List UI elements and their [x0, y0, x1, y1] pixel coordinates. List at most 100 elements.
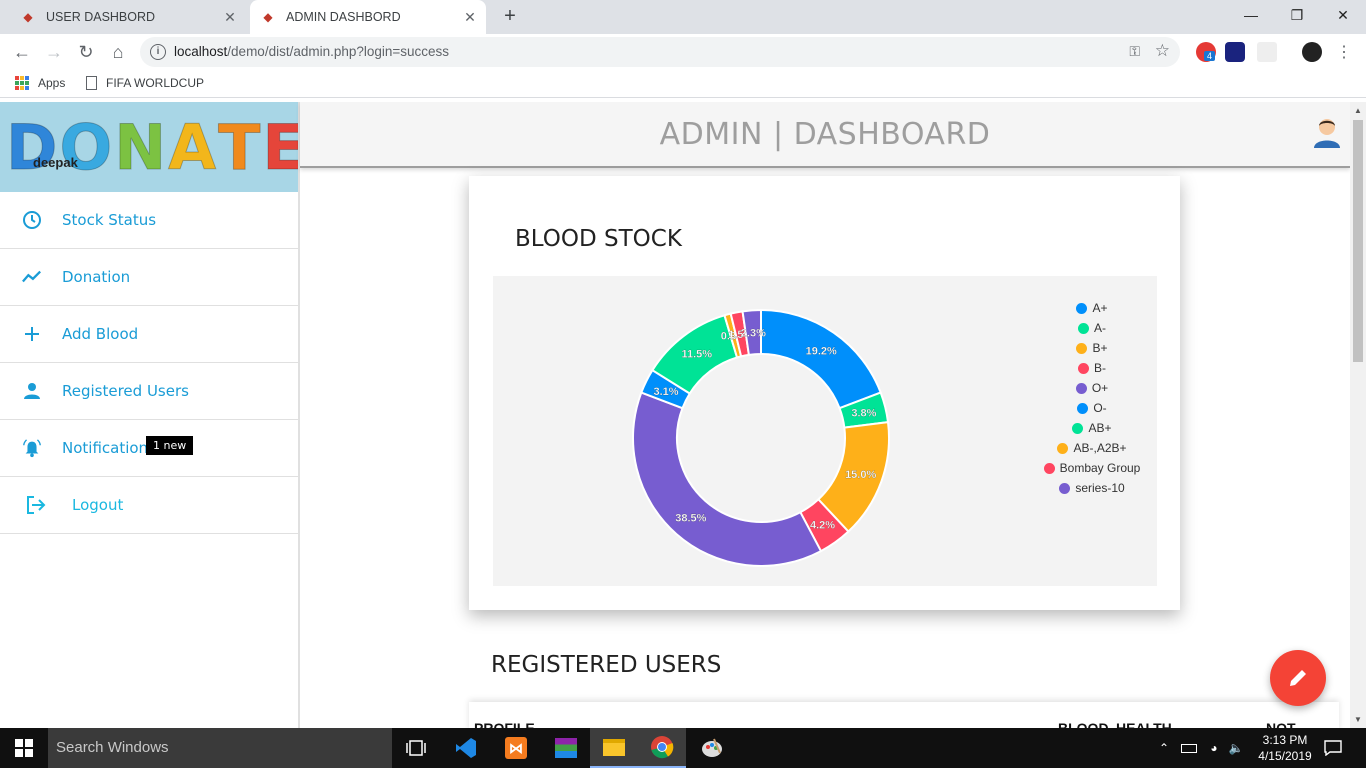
winrar-icon[interactable] — [542, 728, 590, 768]
taskbar-search-input[interactable]: Search Windows — [48, 728, 392, 768]
chrome-icon[interactable] — [638, 728, 686, 768]
legend-label: series-10 — [1075, 481, 1125, 495]
blood-drop-favicon-icon: ◆ — [23, 10, 33, 24]
sidebar-item-notifications[interactable]: Notifications 1 new — [0, 420, 298, 477]
pencil-icon — [1290, 670, 1306, 686]
legend-item[interactable]: AB-,A2B+ — [1057, 438, 1127, 458]
scroll-down-icon[interactable]: ▼ — [1354, 715, 1362, 724]
vscode-icon[interactable] — [442, 728, 490, 768]
file-explorer-icon[interactable] — [590, 728, 638, 768]
new-tab-button[interactable]: + — [504, 5, 516, 27]
legend-label: AB+ — [1088, 421, 1112, 435]
sidebar-item-stock-status[interactable]: Stock Status — [0, 192, 298, 249]
close-icon[interactable]: ✕ — [464, 9, 476, 25]
clock-date: 4/15/2019 — [1258, 749, 1312, 763]
info-icon[interactable]: i — [150, 44, 166, 60]
legend-item[interactable]: O- — [1077, 398, 1107, 418]
sidebar-item-registered-users[interactable]: Registered Users — [0, 363, 298, 420]
close-window-button[interactable]: ✕ — [1337, 6, 1349, 23]
clock[interactable]: 3:13 PM 4/15/2019 — [1252, 728, 1318, 768]
legend-item[interactable]: A+ — [1076, 298, 1108, 318]
legend-item[interactable]: series-10 — [1059, 478, 1125, 498]
main-panel: ADMIN | DASHBOARD BLOOD STOCK 19.2% 3.8% 1… — [300, 102, 1350, 728]
chevron-up-icon[interactable]: ⌃ — [1158, 741, 1170, 755]
star-icon[interactable]: ☆ — [1154, 41, 1170, 60]
donut-slice-0[interactable] — [760, 308, 882, 410]
donut-slice-9[interactable] — [741, 308, 762, 357]
donut-slice-4[interactable] — [632, 391, 823, 567]
xampp-icon[interactable]: ⋈ — [492, 728, 540, 768]
extension-icon[interactable]: 4 — [1196, 42, 1216, 62]
legend-item[interactable]: A- — [1078, 318, 1106, 338]
wifi-icon[interactable]: ◕ — [1210, 741, 1218, 755]
paint-icon[interactable] — [688, 728, 736, 768]
legend-marker — [1059, 482, 1071, 494]
blood-stock-chart: 19.2% 3.8% 15.0% 4.2% 38.5% 3.1% 11.5% 0.8% 1.5%… — [493, 276, 1157, 586]
slice-value-label: 4.2% — [810, 519, 835, 531]
cast-extension-icon[interactable] — [1225, 42, 1245, 62]
legend-marker — [1043, 462, 1055, 474]
volume-muted-icon[interactable]: 🔈 — [1228, 741, 1244, 755]
back-button[interactable]: ← — [13, 41, 31, 62]
browser-toolbar: ← → ↻ ⌂ i localhost/demo/dist/admin.php?… — [0, 34, 1366, 70]
legend-marker — [1078, 322, 1089, 334]
extension-icon[interactable] — [1257, 42, 1277, 62]
slice-value-label: 2.3% — [741, 327, 766, 339]
task-view-icon[interactable] — [392, 728, 440, 768]
legend-label: B+ — [1092, 341, 1108, 355]
home-button[interactable]: ⌂ — [112, 41, 124, 62]
address-bar[interactable]: i localhost/demo/dist/admin.php?login=su… — [140, 37, 1180, 67]
sidebar-item-label: Notifications — [62, 439, 156, 457]
legend-label: O+ — [1091, 381, 1109, 395]
legend-label: A- — [1094, 321, 1106, 335]
menu-kebab-icon[interactable]: ⋮ — [1336, 44, 1352, 61]
sidebar-item-add-blood[interactable]: Add Blood — [0, 306, 298, 363]
user-avatar-icon[interactable] — [1312, 116, 1342, 148]
column-header: PROFILE — [474, 720, 535, 728]
legend-marker — [1075, 382, 1087, 394]
person-icon — [22, 381, 42, 401]
reload-button[interactable]: ↻ — [78, 41, 94, 62]
logout-icon — [26, 495, 46, 515]
page-icon — [86, 76, 97, 90]
bookmark-apps[interactable]: Apps — [15, 76, 65, 90]
page-header: ADMIN | DASHBOARD — [300, 102, 1350, 168]
tab-user-dashboard[interactable]: ◆ USER DASHBORD ✕ — [12, 0, 246, 34]
legend-label: A+ — [1092, 301, 1108, 315]
restore-button[interactable]: ❐ — [1290, 6, 1304, 23]
battery-icon[interactable] — [1178, 728, 1200, 768]
bookmark-fifa[interactable]: FIFA WORLDCUP — [86, 76, 204, 90]
slice-value-label: 11.5% — [681, 349, 712, 361]
legend-item[interactable]: AB+ — [1072, 418, 1112, 438]
legend-label: B- — [1094, 361, 1106, 375]
scrollbar-thumb[interactable] — [1353, 120, 1363, 362]
forward-button[interactable]: → — [45, 41, 63, 62]
scroll-up-icon[interactable]: ▲ — [1354, 106, 1362, 115]
url-text[interactable]: localhost/demo/dist/admin.php?login=succ… — [174, 44, 450, 59]
legend-marker — [1072, 422, 1084, 434]
users-table-header: PROFILE BLOOD HEALTH NOT — [469, 702, 1339, 728]
windows-start-button[interactable] — [0, 728, 48, 768]
legend-item[interactable]: Bombay Group — [1043, 458, 1140, 478]
notification-center-icon[interactable] — [1320, 728, 1346, 768]
sidebar-item-donation[interactable]: Donation — [0, 249, 298, 306]
edit-fab-button[interactable] — [1270, 650, 1326, 706]
chart-legend: A+ A- B+ B- O+ O- AB+ AB-,A2B+ Bombay Group serie… — [1037, 298, 1147, 498]
legend-item[interactable]: B+ — [1076, 338, 1108, 358]
bell-icon — [22, 438, 42, 458]
donut-chart: 19.2%3.8%15.0%4.2%38.5%3.1%11.5%0.8%1.5%… — [632, 308, 890, 567]
legend-item[interactable]: O+ — [1075, 378, 1109, 398]
key-icon[interactable]: ⚿ — [1129, 43, 1140, 59]
tab-admin-dashboard[interactable]: ◆ ADMIN DASHBORD ✕ — [250, 0, 486, 34]
sidebar-item-label: Registered Users — [62, 382, 189, 400]
clock-icon — [22, 210, 42, 230]
blood-stock-card: BLOOD STOCK 19.2% 3.8% 15.0% 4.2% 38.5% 3.1% 1… — [469, 176, 1180, 610]
profile-avatar-icon[interactable] — [1302, 42, 1322, 62]
page-scrollbar[interactable]: ▲ ▼ — [1350, 102, 1366, 728]
close-icon[interactable]: ✕ — [224, 9, 236, 25]
legend-item[interactable]: B- — [1078, 358, 1106, 378]
sidebar-item-logout[interactable]: Logout — [0, 477, 298, 534]
minimize-button[interactable]: — — [1244, 7, 1258, 23]
